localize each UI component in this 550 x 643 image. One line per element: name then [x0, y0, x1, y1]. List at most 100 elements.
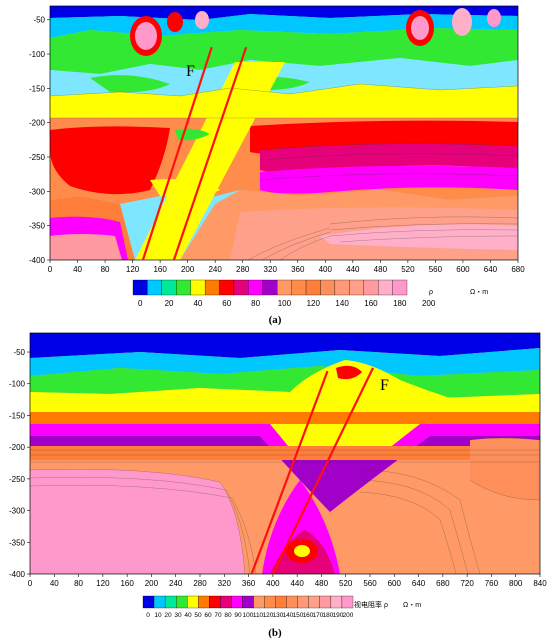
legend-swatch: [132, 279, 148, 296]
x-tick-label: 320: [218, 579, 232, 588]
panel-b-x-axis: 0 40 80 120 160 200 240 280 320 360 400 440 480 520 56…: [28, 574, 547, 588]
legend-tick-label: 90: [234, 612, 242, 619]
y-tick-label: -100: [9, 380, 26, 389]
x-tick-label: 0: [28, 579, 33, 588]
legend-tick-label: 100: [243, 612, 254, 619]
panel-b-y-axis: -50 -100 -150 -200 -250 -300 -350 -400: [9, 348, 30, 579]
y-tick-label: -100: [29, 50, 46, 59]
legend-tick-label: 0: [138, 299, 143, 308]
legend-tick-label: 130: [273, 612, 284, 619]
x-tick-label: 400: [319, 265, 333, 274]
x-tick-label: 600: [456, 265, 470, 274]
legend-tick-label: 80: [251, 299, 260, 308]
legend-swatch: [161, 279, 177, 296]
panel-b-contour-field: [30, 333, 540, 574]
x-tick-label: 280: [236, 265, 250, 274]
legend-tick-label: 50: [194, 612, 202, 619]
legend-tick-label: 140: [283, 612, 294, 619]
legend-swatch: [253, 595, 265, 609]
panel-a: F -50 -100 -150 -200 -250 -300 -350 -400 0 40 80 1…: [29, 5, 525, 326]
x-tick-label: 760: [485, 579, 499, 588]
y-tick-label: -150: [9, 411, 26, 420]
legend-tick-label: 10: [154, 612, 162, 619]
x-tick-label: 120: [126, 265, 140, 274]
x-tick-label: 40: [73, 265, 82, 274]
legend-tick-label: 60: [222, 299, 231, 308]
y-tick-label: -250: [29, 153, 46, 162]
legend-swatch: [275, 595, 287, 609]
x-tick-label: 520: [339, 579, 353, 588]
legend-swatch: [392, 279, 408, 296]
legend-tick-label: 110: [253, 612, 264, 619]
legend-swatch: [363, 279, 379, 296]
x-tick-label: 440: [346, 265, 360, 274]
legend-swatch: [147, 279, 162, 296]
x-tick-label: 600: [388, 579, 402, 588]
legend-swatch: [330, 595, 343, 609]
fault-line: [141, 46, 213, 261]
legend-tick-label: 100: [278, 299, 292, 308]
x-tick-label: 720: [460, 579, 474, 588]
legend-swatch: [334, 279, 350, 296]
panel-b-color-legend: 0 10 20 30 40 50 60 70 80 90 100 110 120 130 140 150 160…: [142, 595, 354, 619]
legend-tick-label: 180: [323, 612, 334, 619]
x-tick-label: 160: [120, 579, 134, 588]
x-tick-label: 80: [101, 265, 110, 274]
legend-tick-label: 200: [343, 612, 354, 619]
fault-line: [172, 46, 248, 261]
x-tick-label: 320: [264, 265, 278, 274]
legend-swatch: [349, 279, 364, 296]
y-tick-label: -300: [9, 507, 26, 516]
legend-tick-label: 120: [263, 612, 274, 619]
legend-swatch: [164, 595, 177, 609]
panel-b-label: (b): [268, 627, 282, 639]
panel-a-label: (a): [269, 314, 282, 326]
x-tick-label: 840: [533, 579, 547, 588]
x-tick-label: 120: [96, 579, 110, 588]
x-tick-label: 800: [509, 579, 523, 588]
legend-swatch: [153, 595, 166, 609]
y-tick-label: -350: [29, 222, 46, 231]
legend-swatch: [291, 279, 307, 296]
legend-swatch: [286, 595, 298, 609]
panel-a-legend-unit: Ω・m: [470, 289, 488, 296]
y-tick-label: -400: [9, 570, 26, 579]
legend-swatch: [220, 595, 232, 609]
legend-swatch: [305, 279, 321, 296]
fault-line: [250, 370, 329, 575]
y-tick-label: -50: [33, 16, 45, 25]
x-tick-label: 440: [290, 579, 304, 588]
panel-b-legend-unit: Ω・m: [403, 602, 421, 609]
panel-a-legend-symbol: ρ: [429, 289, 433, 296]
fault-line: [271, 367, 375, 575]
legend-swatch: [176, 279, 191, 296]
x-tick-label: 480: [374, 265, 388, 274]
legend-tick-label: 120: [307, 299, 321, 308]
legend-tick-label: 160: [364, 299, 378, 308]
legend-tick-label: 20: [165, 299, 174, 308]
panel-b-fault-lines: [250, 367, 375, 575]
legend-swatch: [209, 595, 221, 609]
legend-tick-label: 190: [333, 612, 344, 619]
y-tick-label: -250: [9, 475, 26, 484]
legend-tick-label: 40: [193, 299, 202, 308]
legend-swatch: [378, 279, 393, 296]
legend-swatch: [233, 279, 249, 296]
legend-tick-label: 0: [146, 612, 150, 619]
legend-swatch: [308, 595, 320, 609]
y-tick-label: -350: [9, 538, 26, 547]
panel-a-contour-field: [50, 6, 518, 260]
legend-tick-label: 60: [204, 612, 212, 619]
panel-a-fault-lines: [141, 46, 248, 261]
x-tick-label: 200: [145, 579, 159, 588]
legend-tick-label: 80: [224, 612, 232, 619]
legend-tick-label: 150: [293, 612, 304, 619]
x-tick-label: 280: [193, 579, 207, 588]
y-tick-label: -400: [29, 256, 46, 265]
legend-tick-label: 40: [184, 612, 192, 619]
x-tick-label: 0: [48, 265, 53, 274]
legend-tick-label: 20: [164, 612, 172, 619]
x-tick-label: 200: [181, 265, 195, 274]
legend-tick-label: 180: [393, 299, 407, 308]
